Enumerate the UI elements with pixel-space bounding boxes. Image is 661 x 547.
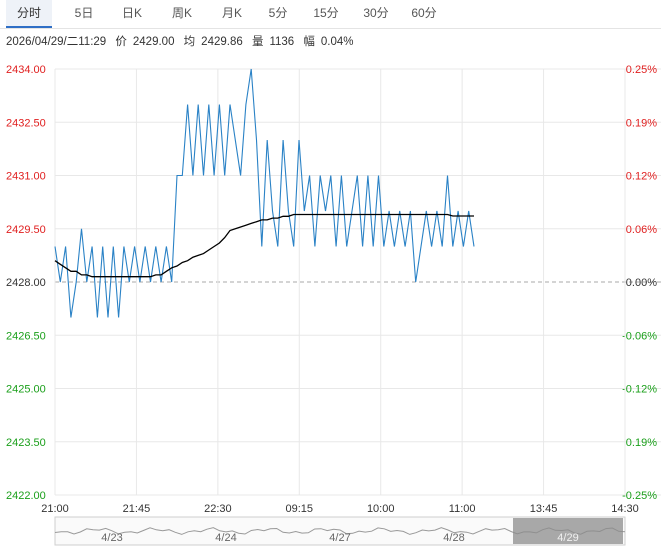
- y-tick-label: 2428.00: [6, 277, 46, 289]
- tab-7[interactable]: 30分: [363, 6, 389, 20]
- y-tick-label: 2434.00: [6, 64, 46, 76]
- pct-tick-label: 0.19%: [626, 117, 657, 129]
- quote-price: 2429.00: [132, 36, 175, 48]
- quote-change-label: 幅: [303, 36, 315, 48]
- tab-0[interactable]: 分时: [6, 0, 52, 28]
- average-line: [54, 213, 474, 278]
- pct-tick-label: -0.12%: [622, 384, 657, 396]
- quote-datetime: 2026/04/29/二11:29: [6, 36, 107, 48]
- pct-tick-label: -0.25%: [622, 490, 657, 502]
- tab-4[interactable]: 月K: [221, 6, 242, 20]
- quote-avg-label: 均: [183, 36, 196, 48]
- y-tick-label: 2423.50: [6, 437, 46, 449]
- y-tick-label: 2431.00: [6, 171, 46, 183]
- x-tick-label: 21:45: [123, 503, 151, 515]
- y-tick-label: 2422.00: [6, 490, 46, 502]
- tab-3[interactable]: 周K: [171, 6, 192, 20]
- quote-price-label: 价: [115, 36, 127, 48]
- y-tick-label: 2426.50: [6, 330, 46, 342]
- navigator-date-label: 4/24: [215, 532, 236, 544]
- pct-tick-label: 0.00%: [626, 277, 657, 289]
- navigator-date-label: 4/29: [557, 532, 578, 544]
- pct-tick-label: 0.25%: [626, 64, 657, 76]
- price-line: [54, 68, 475, 318]
- quote-avg: 2429.86: [201, 36, 243, 48]
- quote-volume: 1136: [269, 36, 295, 48]
- navigator-date-label: 4/27: [329, 532, 350, 544]
- navigator-selection[interactable]: [513, 518, 623, 544]
- x-tick-label: 13:45: [530, 503, 558, 515]
- tab-1[interactable]: 5日: [74, 6, 94, 20]
- quote-change: 0.04%: [320, 36, 354, 48]
- period-tab-bar: 分时 5日 日K 周K 月K 5分 15分 30分 60分: [0, 0, 661, 29]
- tab-2[interactable]: 日K: [121, 6, 142, 20]
- intraday-chart[interactable]: 2434.00 0.25% 2432.50 0.19% 2431.00 0.12% 2429…: [0, 55, 661, 547]
- x-tick-label: 21:00: [41, 503, 69, 515]
- x-tick-label: 22:30: [204, 503, 232, 515]
- pct-tick-label: 0.12%: [626, 171, 657, 183]
- y-tick-label: 2429.50: [6, 224, 46, 236]
- quote-info-line: 2026/04/29/二11:29 价 2429.00 均 2429.86 量 113…: [6, 33, 360, 49]
- quote-volume-label: 量: [251, 36, 264, 48]
- x-tick-label: 14:30: [611, 503, 639, 515]
- pct-tick-label: 0.19%: [626, 437, 657, 449]
- navigator-date-label: 4/28: [443, 532, 464, 544]
- tab-8[interactable]: 60分: [411, 6, 437, 20]
- x-tick-label: 10:00: [367, 503, 395, 515]
- pct-tick-label: -0.06%: [622, 330, 657, 342]
- y-tick-label: 2425.00: [6, 384, 46, 396]
- y-tick-label: 2432.50: [6, 117, 46, 129]
- tab-6[interactable]: 15分: [313, 6, 339, 20]
- pct-tick-label: 0.06%: [626, 224, 657, 236]
- navigator-date-label: 4/23: [101, 532, 122, 544]
- tab-5[interactable]: 5分: [268, 6, 288, 20]
- x-tick-label: 09:15: [286, 503, 314, 515]
- x-tick-label: 11:00: [449, 503, 476, 515]
